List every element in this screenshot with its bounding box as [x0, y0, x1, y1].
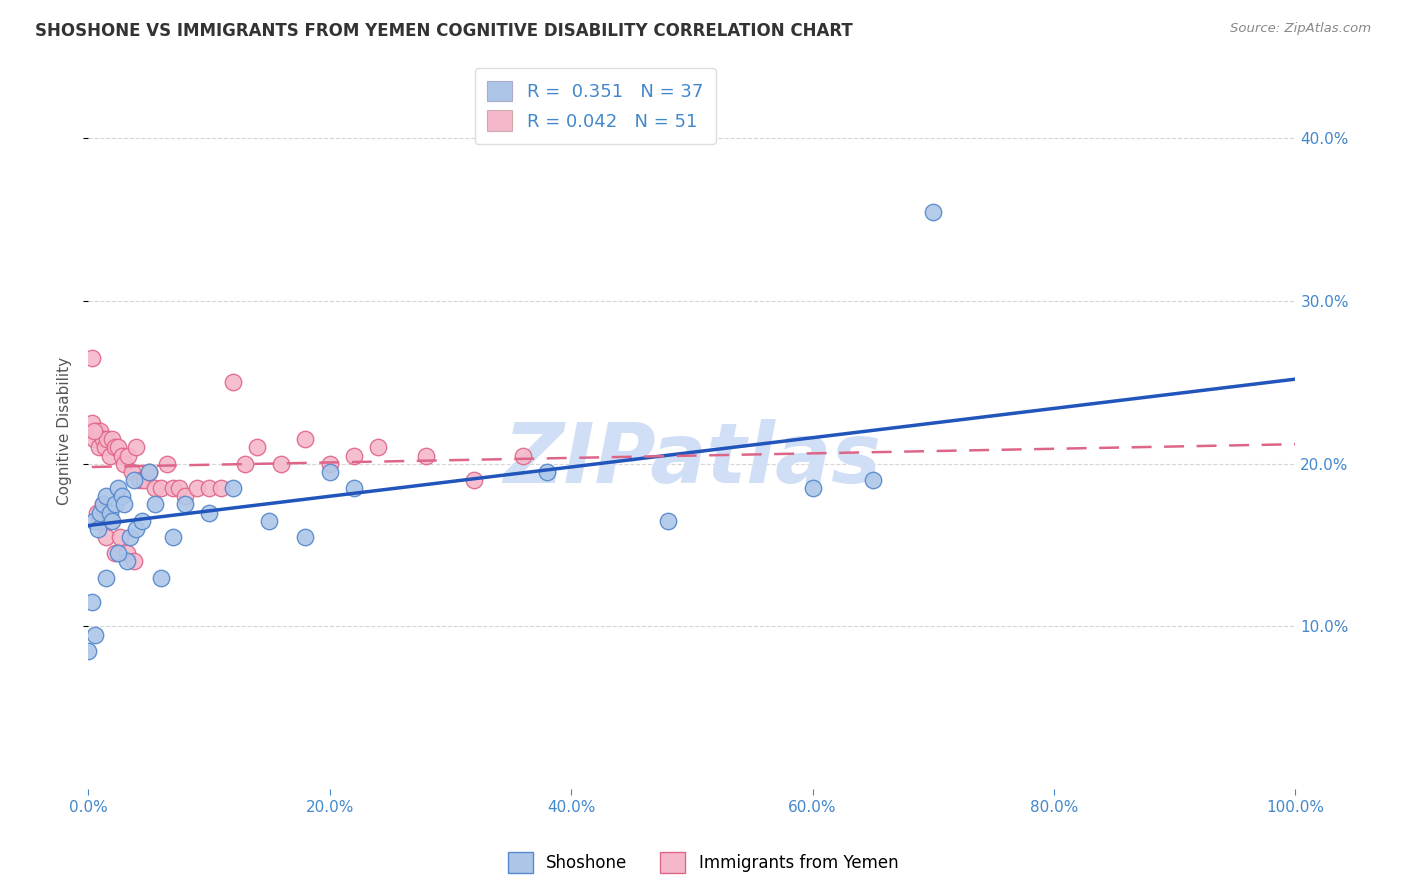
- Point: [138, 465, 160, 479]
- Point: [111, 489, 134, 503]
- Point: [222, 376, 245, 390]
- Text: Source: ZipAtlas.com: Source: ZipAtlas.com: [1230, 22, 1371, 36]
- Point: [167, 481, 190, 495]
- Point: [89, 506, 111, 520]
- Point: [112, 497, 135, 511]
- Point: [129, 473, 152, 487]
- Point: [104, 441, 127, 455]
- Point: [801, 481, 824, 495]
- Point: [149, 571, 172, 585]
- Point: [104, 546, 127, 560]
- Point: [198, 506, 221, 520]
- Point: [162, 530, 184, 544]
- Point: [125, 522, 148, 536]
- Legend: Shoshone, Immigrants from Yemen: Shoshone, Immigrants from Yemen: [501, 846, 905, 880]
- Point: [209, 481, 232, 495]
- Point: [246, 441, 269, 455]
- Point: [86, 506, 108, 520]
- Point: [186, 481, 208, 495]
- Point: [862, 473, 884, 487]
- Point: [173, 489, 195, 503]
- Point: [162, 481, 184, 495]
- Point: [108, 530, 131, 544]
- Point: [233, 457, 256, 471]
- Point: [343, 449, 366, 463]
- Point: [91, 497, 114, 511]
- Point: [91, 497, 114, 511]
- Point: [115, 554, 138, 568]
- Point: [149, 481, 172, 495]
- Point: [84, 627, 107, 641]
- Point: [222, 481, 245, 495]
- Point: [96, 530, 118, 544]
- Point: [89, 424, 111, 438]
- Point: [107, 546, 129, 560]
- Point: [367, 441, 389, 455]
- Point: [94, 441, 117, 455]
- Point: [77, 644, 100, 658]
- Point: [117, 449, 139, 463]
- Point: [107, 481, 129, 495]
- Point: [512, 449, 534, 463]
- Point: [120, 530, 142, 544]
- Point: [115, 546, 138, 560]
- Point: [121, 465, 143, 479]
- Point: [132, 473, 155, 487]
- Point: [101, 433, 124, 447]
- Legend: R =  0.351   N = 37, R = 0.042   N = 51: R = 0.351 N = 37, R = 0.042 N = 51: [475, 68, 716, 144]
- Point: [111, 449, 134, 463]
- Point: [83, 433, 105, 447]
- Point: [415, 449, 437, 463]
- Point: [86, 424, 108, 438]
- Point: [83, 424, 105, 438]
- Point: [87, 441, 110, 455]
- Point: [156, 457, 179, 471]
- Point: [104, 497, 127, 511]
- Point: [91, 433, 114, 447]
- Point: [125, 441, 148, 455]
- Point: [143, 497, 166, 511]
- Point: [80, 595, 103, 609]
- Point: [87, 522, 110, 536]
- Point: [96, 571, 118, 585]
- Point: [173, 497, 195, 511]
- Point: [101, 514, 124, 528]
- Point: [138, 465, 160, 479]
- Point: [270, 457, 292, 471]
- Point: [343, 481, 366, 495]
- Point: [318, 457, 340, 471]
- Point: [143, 481, 166, 495]
- Y-axis label: Cognitive Disability: Cognitive Disability: [58, 357, 72, 505]
- Point: [294, 530, 316, 544]
- Point: [83, 514, 105, 528]
- Point: [107, 441, 129, 455]
- Point: [96, 489, 118, 503]
- Point: [80, 416, 103, 430]
- Point: [122, 554, 145, 568]
- Point: [463, 473, 485, 487]
- Point: [294, 433, 316, 447]
- Point: [122, 473, 145, 487]
- Point: [257, 514, 280, 528]
- Point: [318, 465, 340, 479]
- Point: [98, 506, 121, 520]
- Point: [87, 514, 110, 528]
- Point: [131, 514, 153, 528]
- Point: [112, 457, 135, 471]
- Point: [98, 514, 121, 528]
- Point: [96, 433, 118, 447]
- Point: [80, 351, 103, 365]
- Point: [922, 204, 945, 219]
- Point: [98, 449, 121, 463]
- Text: SHOSHONE VS IMMIGRANTS FROM YEMEN COGNITIVE DISABILITY CORRELATION CHART: SHOSHONE VS IMMIGRANTS FROM YEMEN COGNIT…: [35, 22, 853, 40]
- Point: [198, 481, 221, 495]
- Point: [536, 465, 558, 479]
- Text: ZIPatlas: ZIPatlas: [503, 419, 880, 500]
- Point: [657, 514, 679, 528]
